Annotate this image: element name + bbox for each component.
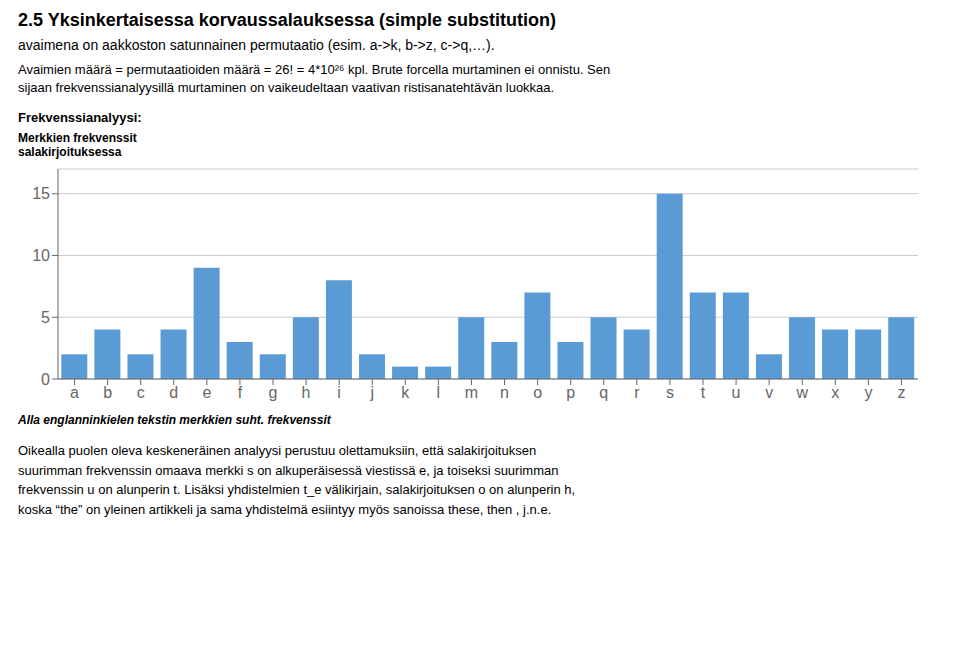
svg-text:u: u [732, 384, 741, 401]
svg-text:f: f [238, 384, 243, 401]
svg-text:c: c [137, 384, 145, 401]
svg-text:t: t [701, 384, 706, 401]
svg-text:q: q [599, 384, 608, 401]
svg-text:g: g [269, 384, 278, 401]
svg-text:x: x [831, 384, 839, 401]
svg-text:15: 15 [32, 185, 50, 202]
svg-text:s: s [666, 384, 674, 401]
svg-text:w: w [795, 384, 808, 401]
svg-text:5: 5 [41, 309, 50, 326]
svg-text:v: v [765, 384, 773, 401]
html-text:Frekvenssianalyysi:: Frekvenssianalyysi: [18, 110, 142, 126]
svg-text:z: z [897, 384, 905, 401]
html-text:avaimena on aakkoston satunnai: avaimena on aakkoston satunnainen permut… [18, 37, 495, 53]
svg-text:l: l [437, 384, 441, 401]
svg-text:a: a [70, 384, 79, 401]
html-text:Oikealla puolen oleva keskener: Oikealla puolen oleva keskeneräinen anal… [18, 443, 576, 517]
html-text:Avaimien määrä = permutaatioid: Avaimien määrä = permutaatioiden määrä =… [18, 62, 611, 95]
svg-text:p: p [566, 384, 575, 401]
svg-text:o: o [533, 384, 542, 401]
svg-text:0: 0 [41, 371, 50, 388]
svg-text:d: d [169, 384, 178, 401]
svg-text:b: b [103, 384, 112, 401]
svg-text:e: e [202, 384, 211, 401]
svg-text:m: m [465, 384, 478, 401]
svg-text:y: y [864, 384, 872, 401]
html-text:Merkkien frekvenssit salakirjo: Merkkien frekvenssit salakirjoituksessa [18, 131, 137, 160]
svg-text:r: r [634, 384, 640, 401]
svg-text:n: n [500, 384, 509, 401]
svg-text:j: j [369, 384, 374, 401]
html-text:2.5 Yksinkertaisessa korvaussa: 2.5 Yksinkertaisessa korvaussalauksessa … [18, 10, 556, 30]
svg-text:h: h [302, 384, 311, 401]
svg-text:k: k [401, 384, 410, 401]
html-text:Alla englanninkielen tekstin m: Alla englanninkielen tekstin merkkien su… [18, 413, 331, 428]
svg-text:i: i [337, 384, 341, 401]
svg-text:10: 10 [32, 247, 50, 264]
